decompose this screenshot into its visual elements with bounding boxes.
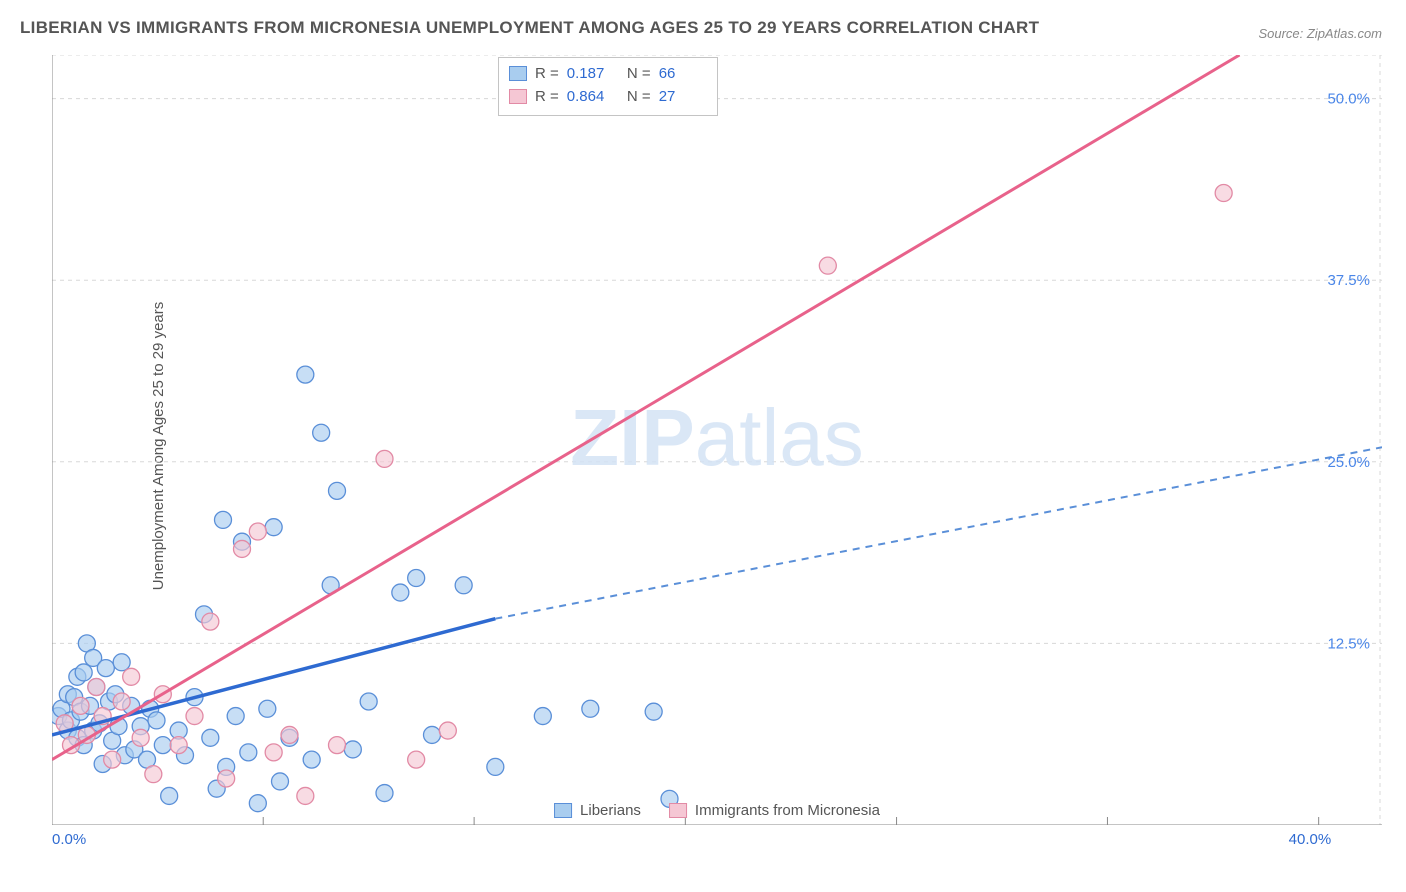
data-point-blue xyxy=(148,712,165,729)
data-point-blue xyxy=(215,511,232,528)
data-point-blue xyxy=(265,519,282,536)
data-point-pink xyxy=(376,450,393,467)
legend-label-blue: Liberians xyxy=(580,802,641,819)
r-value-blue: 0.187 xyxy=(567,62,615,85)
data-point-blue xyxy=(240,744,257,761)
data-point-blue xyxy=(161,787,178,804)
n-label: N = xyxy=(623,85,651,108)
swatch-blue-icon xyxy=(554,803,572,818)
scatter-plot-svg: ZIPatlas 12.5% 25.0% 37.5% 50.0% xyxy=(52,55,1382,825)
data-point-blue xyxy=(202,729,219,746)
svg-text:25.0%: 25.0% xyxy=(1327,454,1370,471)
svg-text:12.5%: 12.5% xyxy=(1327,635,1370,652)
data-point-pink xyxy=(170,737,187,754)
data-point-pink xyxy=(281,726,298,743)
data-point-blue xyxy=(360,693,377,710)
swatch-pink-icon xyxy=(509,89,527,104)
bottom-legend: Liberians Immigrants from Micronesia xyxy=(554,802,880,819)
chart-area: ZIPatlas 12.5% 25.0% 37.5% 50.0% R = 0.187 … xyxy=(52,55,1382,825)
data-point-blue xyxy=(392,584,409,601)
source-attribution: Source: ZipAtlas.com xyxy=(1258,26,1382,41)
data-point-pink xyxy=(1215,185,1232,202)
data-point-blue xyxy=(487,758,504,775)
data-point-blue xyxy=(303,751,320,768)
watermark-text: ZIPatlas xyxy=(570,393,863,482)
swatch-pink-icon xyxy=(669,803,687,818)
data-point-pink xyxy=(88,678,105,695)
n-label: N = xyxy=(623,62,651,85)
data-point-blue xyxy=(259,700,276,717)
n-value-blue: 66 xyxy=(659,62,707,85)
x-tick-label: 40.0% xyxy=(1289,831,1332,848)
data-point-blue xyxy=(154,737,171,754)
data-point-pink xyxy=(218,770,235,787)
svg-text:50.0%: 50.0% xyxy=(1327,91,1370,108)
trendline-blue xyxy=(52,619,495,735)
legend-item-blue: Liberians xyxy=(554,802,641,819)
data-point-pink xyxy=(104,751,121,768)
data-point-blue xyxy=(455,577,472,594)
data-point-blue xyxy=(97,660,114,677)
data-point-blue xyxy=(424,726,441,743)
data-point-pink xyxy=(72,697,89,714)
data-point-pink xyxy=(439,722,456,739)
data-point-blue xyxy=(376,785,393,802)
data-point-blue xyxy=(582,700,599,717)
r-label: R = xyxy=(535,85,559,108)
data-point-blue xyxy=(313,424,330,441)
data-point-blue xyxy=(75,664,92,681)
stats-row-pink: R = 0.864 N = 27 xyxy=(509,85,707,108)
data-point-blue xyxy=(329,482,346,499)
data-point-blue xyxy=(113,654,130,671)
chart-title: LIBERIAN VS IMMIGRANTS FROM MICRONESIA U… xyxy=(20,18,1039,38)
data-point-blue xyxy=(249,795,266,812)
stats-row-blue: R = 0.187 N = 66 xyxy=(509,62,707,85)
r-value-pink: 0.864 xyxy=(567,85,615,108)
data-point-pink xyxy=(132,729,149,746)
data-point-blue xyxy=(534,708,551,725)
data-point-pink xyxy=(145,766,162,783)
stats-legend-box: R = 0.187 N = 66 R = 0.864 N = 27 xyxy=(498,57,718,116)
data-point-pink xyxy=(234,540,251,557)
data-point-blue xyxy=(297,366,314,383)
data-point-blue xyxy=(645,703,662,720)
data-point-blue xyxy=(408,570,425,587)
data-point-pink xyxy=(297,787,314,804)
legend-item-pink: Immigrants from Micronesia xyxy=(669,802,880,819)
data-point-pink xyxy=(202,613,219,630)
r-label: R = xyxy=(535,62,559,85)
n-value-pink: 27 xyxy=(659,85,707,108)
data-point-pink xyxy=(123,668,140,685)
data-point-blue xyxy=(227,708,244,725)
swatch-blue-icon xyxy=(509,66,527,81)
data-point-blue xyxy=(272,773,289,790)
data-point-blue xyxy=(344,741,361,758)
x-tick-label: 0.0% xyxy=(52,831,86,848)
trendline-pink xyxy=(52,55,1240,760)
data-point-pink xyxy=(186,708,203,725)
data-point-pink xyxy=(408,751,425,768)
svg-text:37.5%: 37.5% xyxy=(1327,272,1370,289)
data-point-pink xyxy=(819,257,836,274)
data-point-pink xyxy=(249,523,266,540)
legend-label-pink: Immigrants from Micronesia xyxy=(695,802,880,819)
data-point-pink xyxy=(113,693,130,710)
data-point-pink xyxy=(329,737,346,754)
data-point-pink xyxy=(265,744,282,761)
